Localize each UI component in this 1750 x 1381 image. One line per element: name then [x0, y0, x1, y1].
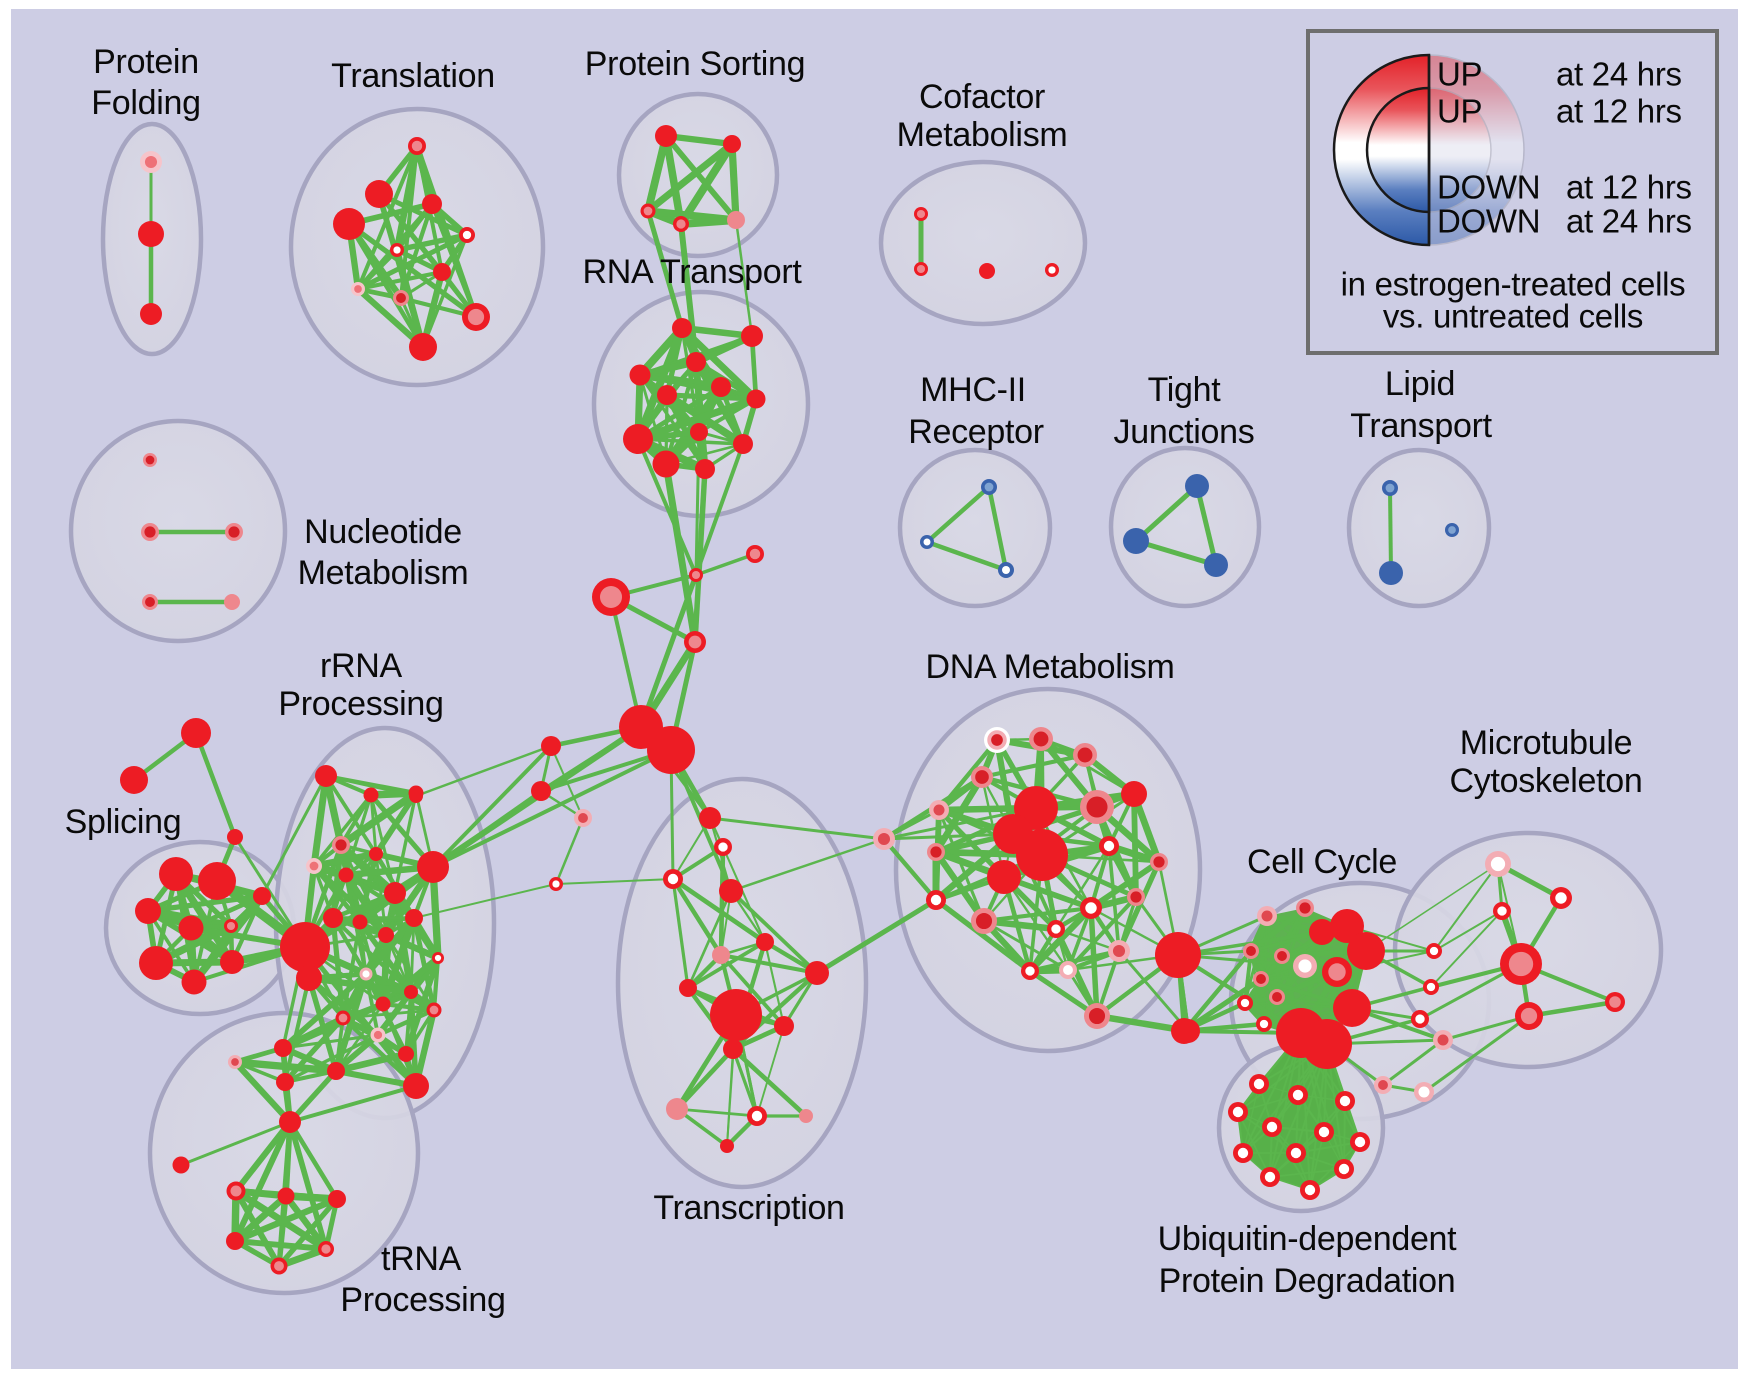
svg-text:at 12 hrs: at 12 hrs — [1566, 169, 1692, 206]
svg-text:Metabolism: Metabolism — [298, 554, 469, 592]
svg-text:Folding: Folding — [91, 84, 200, 122]
svg-text:Cell Cycle: Cell Cycle — [1247, 843, 1397, 881]
svg-text:rRNA: rRNA — [320, 647, 403, 685]
svg-text:Metabolism: Metabolism — [897, 116, 1068, 154]
svg-text:Lipid: Lipid — [1385, 365, 1455, 403]
svg-text:Junctions: Junctions — [1114, 413, 1255, 451]
svg-text:Processing: Processing — [278, 685, 443, 723]
svg-text:DOWN: DOWN — [1437, 203, 1540, 240]
svg-text:tRNA: tRNA — [381, 1240, 462, 1278]
svg-text:Translation: Translation — [331, 57, 495, 95]
svg-text:DOWN: DOWN — [1437, 169, 1540, 206]
svg-text:Receptor: Receptor — [908, 413, 1044, 451]
svg-text:MHC-II: MHC-II — [920, 371, 1026, 409]
svg-text:Ubiquitin-dependent: Ubiquitin-dependent — [1158, 1220, 1457, 1258]
svg-text:Transcription: Transcription — [653, 1189, 844, 1227]
svg-text:Nucleotide: Nucleotide — [304, 513, 462, 551]
svg-text:Processing: Processing — [340, 1281, 505, 1319]
svg-text:UP: UP — [1437, 56, 1482, 93]
svg-text:UP: UP — [1437, 93, 1482, 130]
svg-text:at 24 hrs: at 24 hrs — [1566, 203, 1692, 240]
svg-text:at 12 hrs: at 12 hrs — [1556, 93, 1682, 130]
svg-text:Protein Sorting: Protein Sorting — [585, 45, 805, 83]
svg-text:Splicing: Splicing — [65, 803, 182, 841]
svg-text:Protein Degradation: Protein Degradation — [1159, 1262, 1456, 1300]
svg-text:Cytoskeleton: Cytoskeleton — [1450, 762, 1643, 800]
svg-text:Protein: Protein — [93, 43, 199, 81]
svg-text:Microtubule: Microtubule — [1460, 724, 1632, 762]
svg-text:Transport: Transport — [1350, 407, 1492, 445]
svg-text:DNA Metabolism: DNA Metabolism — [926, 648, 1175, 686]
svg-text:vs. untreated cells: vs. untreated cells — [1383, 298, 1643, 335]
svg-text:in estrogen-treated cells: in estrogen-treated cells — [1341, 266, 1686, 303]
svg-text:Cofactor: Cofactor — [919, 78, 1045, 116]
svg-text:RNA Transport: RNA Transport — [582, 253, 802, 291]
svg-text:at 24 hrs: at 24 hrs — [1556, 56, 1682, 93]
svg-text:Tight: Tight — [1148, 371, 1222, 409]
